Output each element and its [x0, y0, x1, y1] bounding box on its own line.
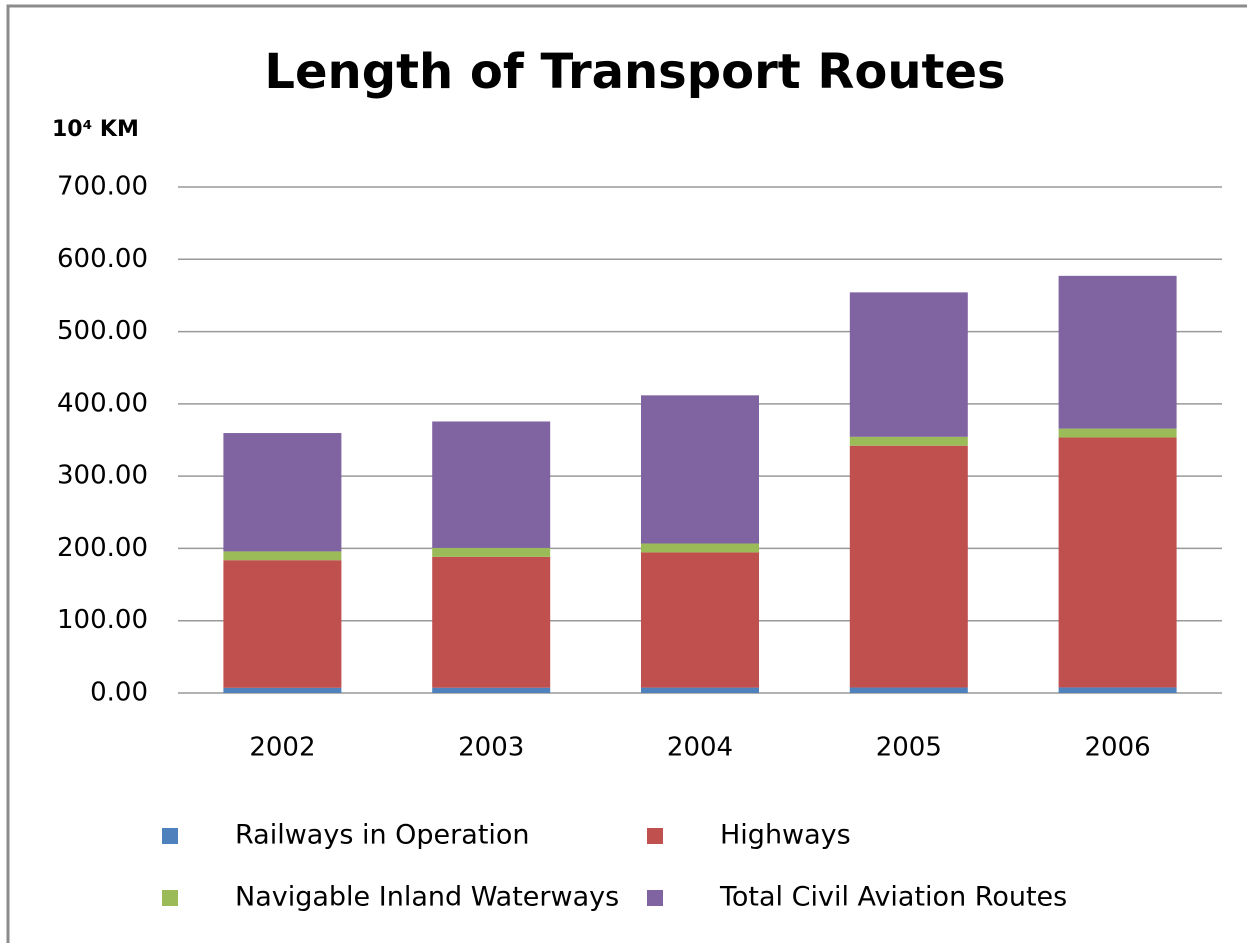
y-tick-label: 100.00: [57, 605, 148, 635]
bar-segment: [849, 292, 968, 437]
y-tick-label: 0.00: [90, 678, 148, 708]
legend-label: Highways: [720, 820, 851, 851]
legend-marker: [162, 828, 178, 844]
bar-segment: [849, 445, 968, 688]
chart-border: [6, 4, 1247, 943]
bar-segment: [223, 433, 342, 552]
bar-segment: [641, 543, 759, 553]
y-tick-label: 700.00: [57, 172, 148, 202]
bar-segment: [641, 552, 759, 688]
x-tick-label: 2006: [1085, 733, 1151, 763]
y-tick-label: 300.00: [57, 461, 148, 491]
bar-segment: [641, 687, 759, 693]
legend-label: Railways in Operation: [235, 820, 530, 851]
y-tick-label: 200.00: [57, 533, 148, 563]
bar-segment: [1058, 437, 1177, 688]
bar-segment: [223, 560, 342, 688]
x-tick-label: 2003: [458, 733, 524, 763]
y-axis-label: 10⁴ KM: [52, 117, 139, 142]
legend-label: Total Civil Aviation Routes: [719, 882, 1067, 913]
bar-segment: [223, 551, 342, 561]
legend-label: Navigable Inland Waterways: [235, 882, 619, 913]
chart-title: Length of Transport Routes: [264, 44, 1005, 100]
x-tick-label: 2005: [876, 733, 942, 763]
legend-marker: [647, 890, 663, 906]
bar-segment: [223, 687, 342, 693]
bar-segment: [432, 421, 551, 548]
legend-marker: [162, 890, 178, 906]
bar-segment: [1058, 687, 1177, 693]
bar-segment: [432, 687, 551, 693]
y-tick-label: 500.00: [57, 316, 148, 346]
bar-segment: [432, 547, 551, 557]
x-tick-label: 2004: [667, 733, 733, 763]
bar-segment: [849, 687, 968, 693]
legend-marker: [647, 828, 663, 844]
bar-segment: [1058, 275, 1177, 429]
bar-segment: [432, 556, 551, 688]
y-tick-label: 400.00: [57, 388, 148, 418]
bar-segment: [641, 395, 759, 544]
bar-segment: [1058, 428, 1177, 438]
bar-segment: [849, 436, 968, 446]
x-tick-label: 2002: [249, 733, 315, 763]
y-tick-label: 600.00: [57, 244, 148, 274]
